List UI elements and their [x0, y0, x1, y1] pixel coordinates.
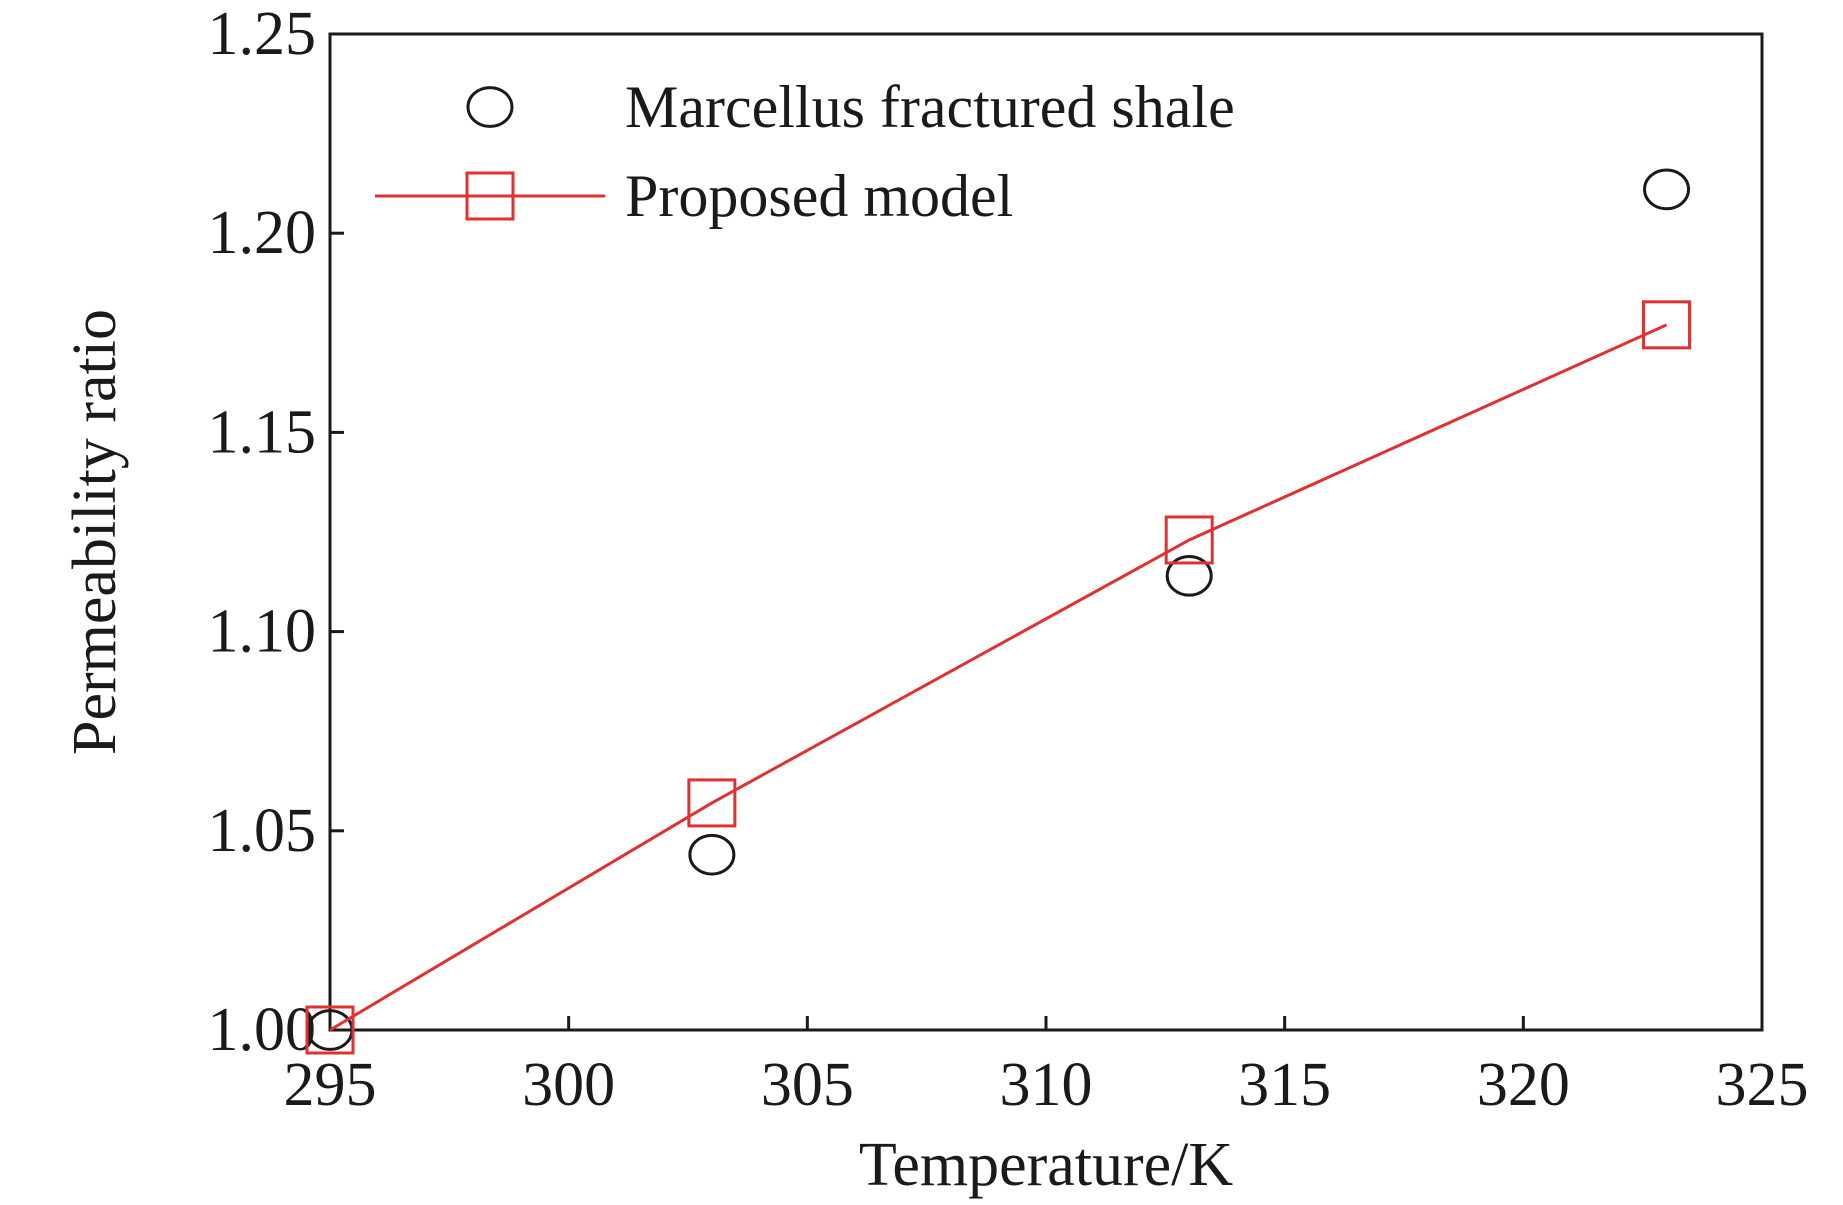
legend-label: Proposed model [625, 163, 1013, 229]
tick-layer: 295 300 305 310 315 320 325 1.00 1.05 1.10 1.15 1.2… [208, 0, 1809, 1119]
legend-label: Marcellus fractured shale [625, 74, 1235, 140]
series-square [305, 300, 1692, 1055]
x-tick-label: 315 [1238, 1051, 1331, 1119]
plot-frame [328, 32, 1764, 1032]
data-point-square [1164, 515, 1214, 565]
x-tick-label: 310 [1000, 1051, 1093, 1119]
data-point-circle [1643, 168, 1691, 211]
y-tick-label: 1.00 [208, 996, 317, 1064]
data-point-circle [1165, 554, 1213, 597]
data-point-square [1642, 300, 1692, 350]
x-tick-label: 305 [761, 1051, 854, 1119]
y-axis-title: Permeability ratio [61, 309, 129, 755]
legend-marker-circle [466, 86, 514, 128]
plot-layer [328, 32, 1764, 1032]
x-tick-label: 300 [522, 1051, 615, 1119]
legend-item: Proposed model [375, 163, 1013, 229]
y-tick-label: 1.05 [208, 797, 317, 865]
data-point-circle [688, 833, 736, 876]
model-line [329, 323, 1668, 1032]
legend-item: Marcellus fractured shale [466, 74, 1235, 140]
legend: Marcellus fractured shale Proposed model [375, 74, 1235, 229]
y-tick-label: 1.25 [208, 0, 317, 68]
x-tick-label: 325 [1716, 1051, 1809, 1119]
x-axis-title: Temperature/K [859, 1131, 1234, 1199]
y-tick-label: 1.15 [208, 398, 317, 466]
data-point-square [687, 778, 737, 828]
data-point-square [305, 1005, 355, 1055]
y-tick-label: 1.20 [208, 199, 317, 267]
x-tick-label: 295 [284, 1051, 377, 1119]
x-tick-label: 320 [1477, 1051, 1570, 1119]
series-circle [306, 168, 1691, 1051]
series-layer [305, 168, 1692, 1055]
legend-marker-square [465, 171, 515, 221]
y-tick-label: 1.10 [208, 598, 317, 666]
